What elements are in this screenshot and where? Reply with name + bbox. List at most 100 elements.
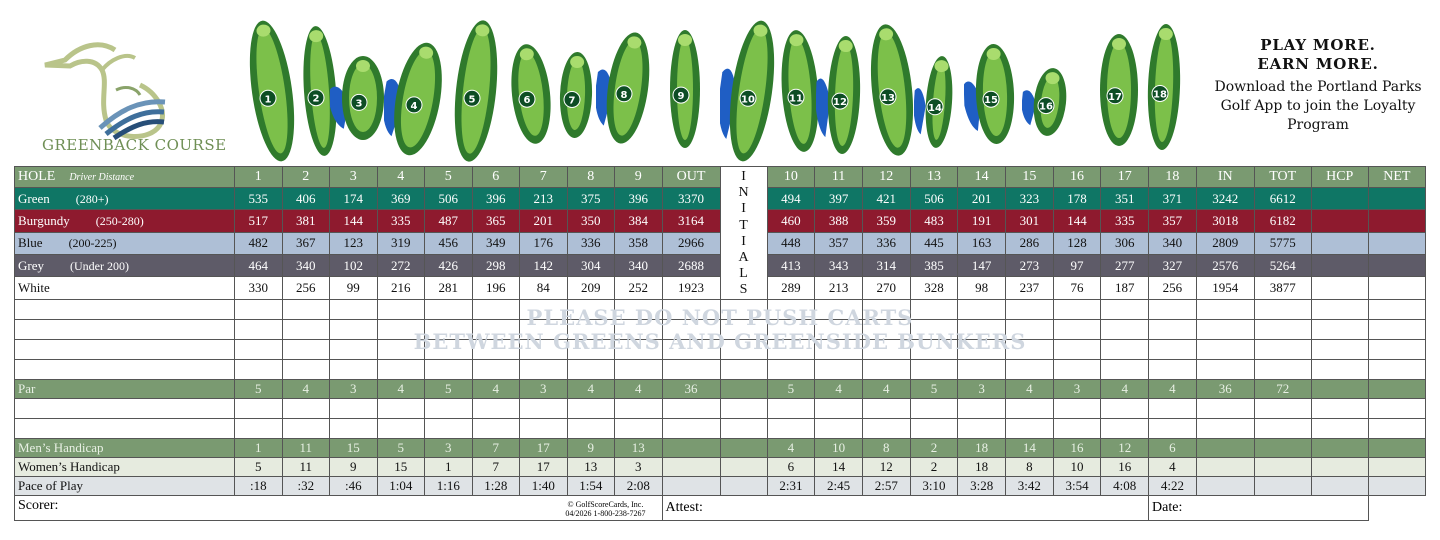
score-cell[interactable] bbox=[957, 338, 1006, 360]
score-cell[interactable] bbox=[376, 338, 426, 360]
score-cell[interactable] bbox=[909, 338, 959, 360]
score-cell[interactable] bbox=[471, 397, 521, 419]
score-cell[interactable] bbox=[909, 318, 959, 340]
score-cell[interactable] bbox=[519, 298, 568, 320]
score-cell[interactable] bbox=[1052, 298, 1102, 320]
player-name-cell[interactable] bbox=[13, 298, 236, 320]
score-cell[interactable] bbox=[329, 358, 378, 380]
score-cell[interactable] bbox=[566, 358, 616, 380]
score-cell[interactable] bbox=[329, 318, 378, 340]
initials-cell[interactable] bbox=[719, 298, 768, 320]
score-cell[interactable] bbox=[861, 338, 911, 360]
out-score-cell[interactable] bbox=[661, 338, 721, 360]
player-name-cell[interactable] bbox=[13, 318, 236, 340]
score-cell[interactable] bbox=[424, 298, 473, 320]
score-cell[interactable] bbox=[234, 397, 283, 419]
score-cell[interactable] bbox=[957, 298, 1006, 320]
score-cell[interactable] bbox=[519, 417, 568, 439]
score-cell[interactable] bbox=[614, 338, 663, 360]
score-cell[interactable] bbox=[281, 358, 331, 380]
net-cell[interactable] bbox=[1367, 358, 1427, 380]
score-cell[interactable] bbox=[1004, 397, 1054, 419]
initials-cell[interactable] bbox=[719, 318, 768, 340]
score-cell[interactable] bbox=[861, 298, 911, 320]
score-cell[interactable] bbox=[766, 318, 816, 340]
attest-field[interactable]: Attest: bbox=[661, 494, 1150, 521]
score-cell[interactable] bbox=[1148, 318, 1197, 340]
score-cell[interactable] bbox=[614, 318, 663, 340]
net-cell[interactable] bbox=[1367, 397, 1427, 419]
score-cell[interactable] bbox=[1100, 417, 1150, 439]
score-cell[interactable] bbox=[766, 338, 816, 360]
score-cell[interactable] bbox=[234, 358, 283, 380]
score-cell[interactable] bbox=[1148, 298, 1197, 320]
score-cell[interactable] bbox=[766, 358, 816, 380]
score-cell[interactable] bbox=[1148, 397, 1197, 419]
score-cell[interactable] bbox=[909, 358, 959, 380]
score-cell[interactable] bbox=[234, 318, 283, 340]
net-cell[interactable] bbox=[1367, 417, 1427, 439]
tot-score-cell[interactable] bbox=[1253, 298, 1312, 320]
tot-score-cell[interactable] bbox=[1253, 417, 1312, 439]
score-cell[interactable] bbox=[1100, 298, 1150, 320]
score-cell[interactable] bbox=[1052, 318, 1102, 340]
score-cell[interactable] bbox=[519, 338, 568, 360]
score-cell[interactable] bbox=[566, 397, 616, 419]
score-cell[interactable] bbox=[281, 298, 331, 320]
score-cell[interactable] bbox=[424, 338, 473, 360]
score-cell[interactable] bbox=[614, 397, 663, 419]
score-cell[interactable] bbox=[909, 397, 959, 419]
score-cell[interactable] bbox=[519, 358, 568, 380]
tot-score-cell[interactable] bbox=[1253, 358, 1312, 380]
score-cell[interactable] bbox=[281, 318, 331, 340]
out-score-cell[interactable] bbox=[661, 397, 721, 419]
score-cell[interactable] bbox=[614, 298, 663, 320]
in-score-cell[interactable] bbox=[1195, 338, 1255, 360]
score-cell[interactable] bbox=[1100, 318, 1150, 340]
net-cell[interactable] bbox=[1367, 338, 1427, 360]
score-cell[interactable] bbox=[424, 318, 473, 340]
score-cell[interactable] bbox=[519, 318, 568, 340]
score-cell[interactable] bbox=[766, 417, 816, 439]
date-field[interactable]: Date: bbox=[1148, 494, 1369, 521]
score-cell[interactable] bbox=[814, 397, 863, 419]
score-cell[interactable] bbox=[861, 318, 911, 340]
hcp-cell[interactable] bbox=[1310, 417, 1369, 439]
score-cell[interactable] bbox=[329, 397, 378, 419]
score-cell[interactable] bbox=[1148, 417, 1197, 439]
score-cell[interactable] bbox=[1052, 358, 1102, 380]
score-cell[interactable] bbox=[566, 298, 616, 320]
score-cell[interactable] bbox=[566, 338, 616, 360]
score-cell[interactable] bbox=[861, 397, 911, 419]
initials-cell[interactable] bbox=[719, 358, 768, 380]
score-cell[interactable] bbox=[957, 358, 1006, 380]
out-score-cell[interactable] bbox=[661, 417, 721, 439]
score-cell[interactable] bbox=[376, 298, 426, 320]
score-cell[interactable] bbox=[471, 298, 521, 320]
score-cell[interactable] bbox=[1100, 397, 1150, 419]
score-cell[interactable] bbox=[471, 358, 521, 380]
hcp-cell[interactable] bbox=[1310, 298, 1369, 320]
score-cell[interactable] bbox=[329, 298, 378, 320]
score-cell[interactable] bbox=[861, 417, 911, 439]
score-cell[interactable] bbox=[329, 417, 378, 439]
score-cell[interactable] bbox=[1004, 358, 1054, 380]
score-cell[interactable] bbox=[471, 417, 521, 439]
hcp-cell[interactable] bbox=[1310, 358, 1369, 380]
score-cell[interactable] bbox=[766, 397, 816, 419]
score-cell[interactable] bbox=[1004, 417, 1054, 439]
score-cell[interactable] bbox=[814, 417, 863, 439]
score-cell[interactable] bbox=[281, 397, 331, 419]
score-cell[interactable] bbox=[566, 417, 616, 439]
score-cell[interactable] bbox=[1004, 318, 1054, 340]
tot-score-cell[interactable] bbox=[1253, 318, 1312, 340]
initials-cell[interactable] bbox=[719, 417, 768, 439]
score-cell[interactable] bbox=[814, 358, 863, 380]
player-name-cell[interactable] bbox=[13, 338, 236, 360]
in-score-cell[interactable] bbox=[1195, 417, 1255, 439]
player-name-cell[interactable] bbox=[13, 358, 236, 380]
score-cell[interactable] bbox=[424, 417, 473, 439]
score-cell[interactable] bbox=[614, 358, 663, 380]
net-cell[interactable] bbox=[1367, 298, 1427, 320]
score-cell[interactable] bbox=[1052, 338, 1102, 360]
